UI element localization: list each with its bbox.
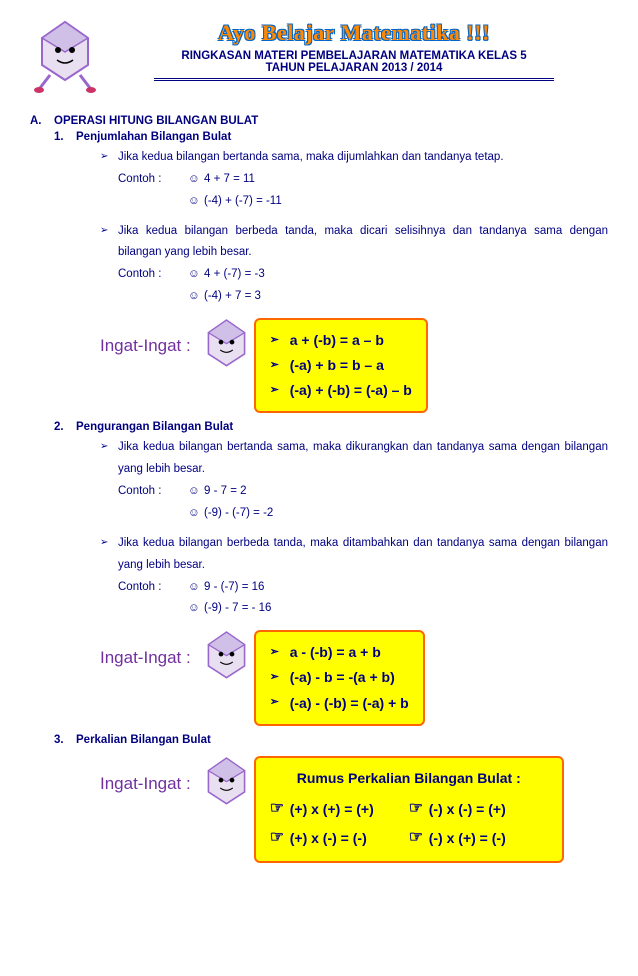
rule-1-1: a + (-b) = a – b	[290, 328, 384, 353]
sub1-num: 1.	[54, 131, 76, 143]
header: Ayo Belajar Matematika !!! RINGKASAN MAT…	[30, 20, 608, 95]
rules-box-1: ➢a + (-b) = a – b ➢(-a) + b = b – a ➢(-a…	[254, 318, 428, 414]
sub2-ex1b: (-9) - (-7) = -2	[204, 503, 273, 525]
mascot-small-icon	[199, 756, 254, 816]
ingat-label: Ingat-Ingat :	[100, 318, 191, 356]
sub2-ex1a: 9 - 7 = 2	[204, 481, 247, 503]
arrow-icon: ➢	[270, 331, 290, 351]
ingat-block-2: Ingat-Ingat : ➢a - (-b) = a + b ➢(-a) - …	[100, 630, 608, 726]
section-a: A. OPERASI HITUNG BILANGAN BULAT 1. Penj…	[30, 115, 608, 863]
contoh-label: Contoh :	[118, 577, 188, 599]
rules-box-3-title: Rumus Perkalian Bilangan Bulat :	[270, 766, 548, 791]
point-icon: ☞	[409, 824, 429, 853]
rule-3-4: (-) x (+) = (-)	[429, 826, 506, 851]
arrow-icon: ➢	[270, 381, 290, 401]
smile-icon: ☺	[188, 503, 204, 525]
smile-icon: ☺	[188, 191, 204, 213]
smile-icon: ☺	[188, 264, 204, 286]
arrow-icon: ➢	[100, 437, 118, 456]
rule-2-2: (-a) - b = -(a + b)	[290, 665, 395, 690]
sub3-title: Perkalian Bilangan Bulat	[76, 734, 211, 746]
mascot-icon	[30, 20, 100, 95]
sub2-ex2b: (-9) - 7 = - 16	[204, 598, 271, 620]
sub1-ex1b: (-4) + (-7) = -11	[204, 191, 282, 213]
section-letter: A.	[30, 115, 54, 127]
rules-box-2: ➢a - (-b) = a + b ➢(-a) - b = -(a + b) ➢…	[254, 630, 425, 726]
point-icon: ☞	[270, 824, 290, 853]
rule-3-1: (+) x (+) = (+)	[290, 797, 374, 822]
sub3-num: 3.	[54, 734, 76, 746]
section-title: OPERASI HITUNG BILANGAN BULAT	[54, 115, 258, 127]
ingat-label: Ingat-Ingat :	[100, 756, 191, 794]
arrow-icon: ➢	[100, 533, 118, 552]
arrow-icon: ➢	[270, 643, 290, 663]
sub2-p1: Jika kedua bilangan bertanda sama, maka …	[118, 437, 608, 481]
sub1-p2: Jika kedua bilangan berbeda tanda, maka …	[118, 221, 608, 265]
arrow-icon: ➢	[270, 693, 290, 713]
sub2-p2: Jika kedua bilangan berbeda tanda, maka …	[118, 533, 608, 577]
ingat-block-1: Ingat-Ingat : ➢a + (-b) = a – b ➢(-a) + …	[100, 318, 608, 414]
ingat-block-3: Ingat-Ingat : Rumus Perkalian Bilangan B…	[100, 756, 608, 863]
rule-3-3: (+) x (-) = (-)	[290, 826, 367, 851]
point-icon: ☞	[270, 795, 290, 824]
rules-box-3: Rumus Perkalian Bilangan Bulat : ☞(+) x …	[254, 756, 564, 863]
rule-2-1: a - (-b) = a + b	[290, 640, 381, 665]
arrow-icon: ➢	[100, 221, 118, 240]
arrow-icon: ➢	[270, 668, 290, 688]
smile-icon: ☺	[188, 577, 204, 599]
smile-icon: ☺	[188, 598, 204, 620]
arrow-icon: ➢	[270, 356, 290, 376]
sub1-ex2a: 4 + (-7) = -3	[204, 264, 265, 286]
contoh-label: Contoh :	[118, 264, 188, 286]
arrow-icon: ➢	[100, 147, 118, 166]
banner-title: Ayo Belajar Matematika !!!	[100, 20, 608, 46]
smile-icon: ☺	[188, 286, 204, 308]
sub2-num: 2.	[54, 421, 76, 433]
rule-2-3: (-a) - (-b) = (-a) + b	[290, 691, 409, 716]
smile-icon: ☺	[188, 481, 204, 503]
contoh-label: Contoh :	[118, 481, 188, 503]
point-icon: ☞	[409, 795, 429, 824]
mascot-small-icon	[199, 318, 254, 378]
title-line-1: RINGKASAN MATERI PEMBELAJARAN MATEMATIKA…	[100, 50, 608, 62]
ingat-label: Ingat-Ingat :	[100, 630, 191, 668]
title-line-2: TAHUN PELAJARAN 2013 / 2014	[100, 62, 608, 74]
sub1-p1: Jika kedua bilangan bertanda sama, maka …	[118, 147, 608, 169]
sub1-title: Penjumlahan Bilangan Bulat	[76, 131, 231, 143]
rule-1-2: (-a) + b = b – a	[290, 353, 384, 378]
sub2-title: Pengurangan Bilangan Bulat	[76, 421, 233, 433]
smile-icon: ☺	[188, 169, 204, 191]
sub2-ex2a: 9 - (-7) = 16	[204, 577, 264, 599]
mascot-small-icon	[199, 630, 254, 690]
rule-1-3: (-a) + (-b) = (-a) – b	[290, 378, 412, 403]
sub1-ex2b: (-4) + 7 = 3	[204, 286, 261, 308]
contoh-label: Contoh :	[118, 169, 188, 191]
rule-3-2: (-) x (-) = (+)	[429, 797, 506, 822]
title-underline	[154, 78, 554, 81]
header-text: Ayo Belajar Matematika !!! RINGKASAN MAT…	[100, 20, 608, 81]
sub1-ex1a: 4 + 7 = 11	[204, 169, 255, 191]
